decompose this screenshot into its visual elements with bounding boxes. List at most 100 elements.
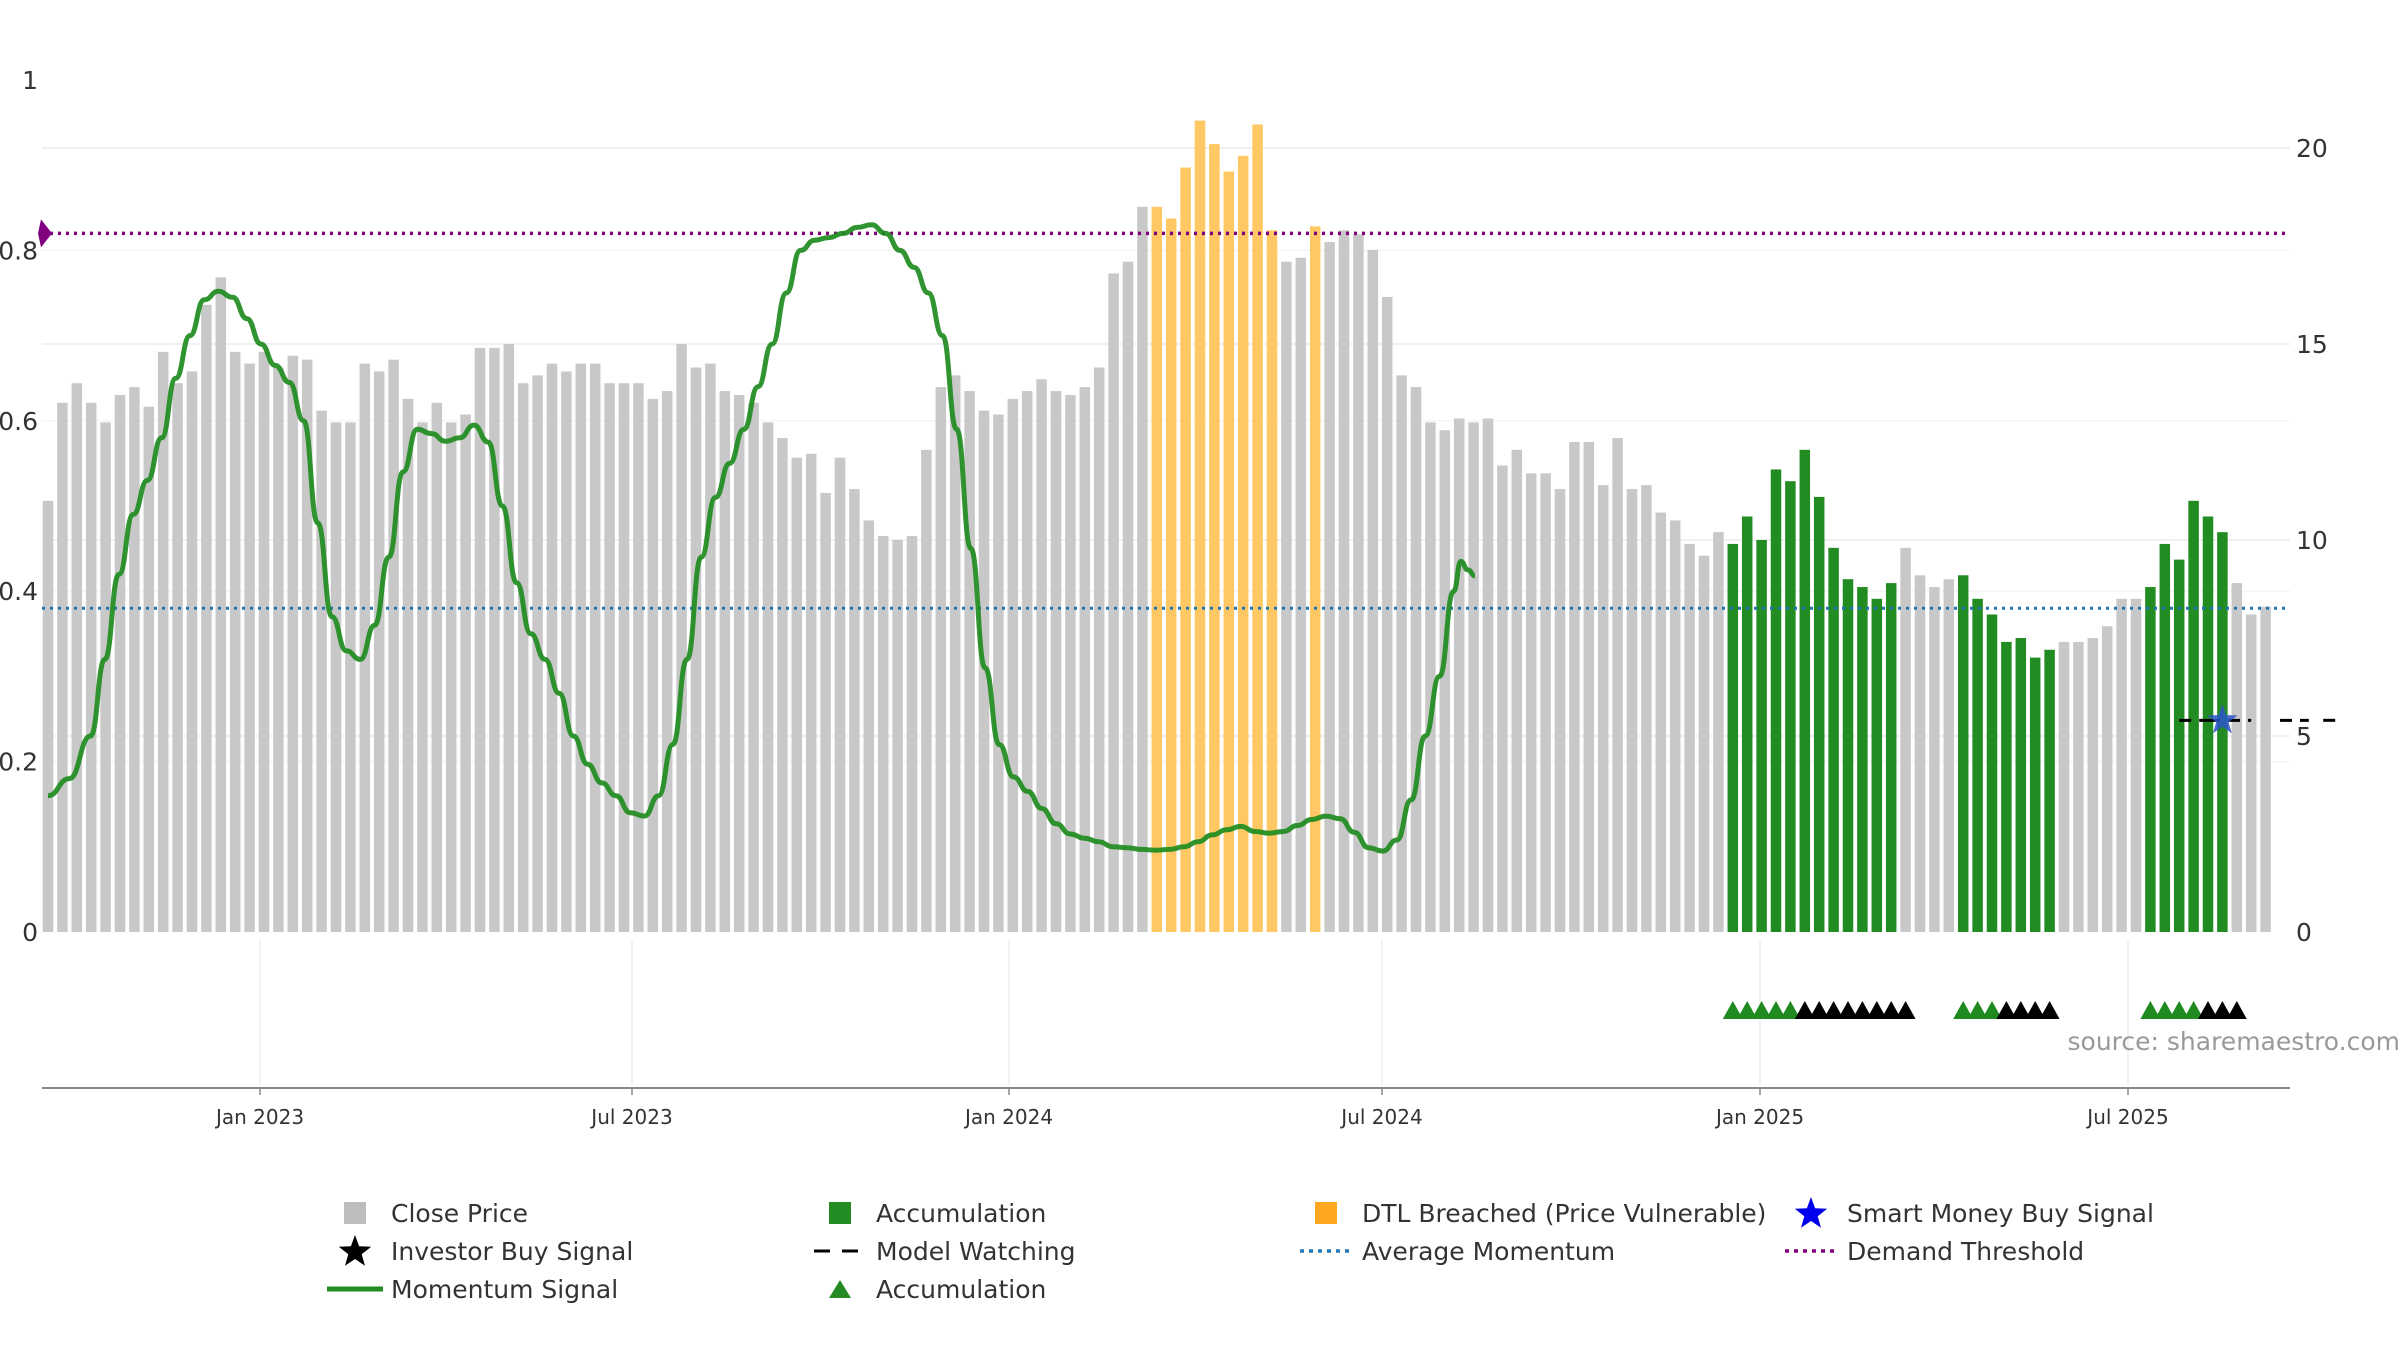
bar-close-price <box>547 364 558 932</box>
bar-close-price <box>1368 250 1379 932</box>
bar-close-price <box>1900 548 1911 932</box>
bar-close-price <box>1396 375 1407 932</box>
bar-close-price <box>1382 297 1393 932</box>
bar-close-price <box>345 422 356 932</box>
bar-accumulation <box>1972 599 1983 932</box>
bar-close-price <box>1468 422 1479 932</box>
bar-close-price <box>950 375 961 932</box>
bar-close-price <box>1008 399 1019 932</box>
bar-close-price <box>1555 489 1566 932</box>
bar-close-price <box>57 403 68 932</box>
bar-close-price <box>1022 391 1032 932</box>
bar-close-price <box>561 371 572 932</box>
bar-accumulation <box>1728 544 1739 932</box>
x-tick-label: Jul 2023 <box>589 1105 672 1129</box>
legend: Close Price Accumulation DTL Breached (Pri… <box>0 1195 2400 1345</box>
x-tick-label: Jul 2024 <box>1339 1105 1422 1129</box>
bar-close-price <box>878 536 889 932</box>
bar-close-price <box>1080 387 1091 932</box>
bar-close-price <box>273 368 284 932</box>
legend-swatch-line-icon <box>325 1271 385 1307</box>
bar-close-price <box>1627 489 1638 932</box>
legend-label: Accumulation <box>876 1275 1046 1304</box>
bar-close-price <box>907 536 918 932</box>
bar-accumulation <box>2174 560 2185 932</box>
bar-accumulation <box>1843 579 1854 932</box>
bar-close-price <box>1598 485 1609 932</box>
legend-label: Average Momentum <box>1362 1237 1615 1266</box>
bar-close-price <box>216 277 227 932</box>
bar-close-price <box>489 348 500 932</box>
bar-dtl-breached <box>1152 207 1163 932</box>
right-axis-tick-label: 10 <box>2296 526 2328 555</box>
legend-swatch-star-icon <box>1781 1195 1841 1231</box>
bar-close-price <box>964 391 975 932</box>
bar-close-price <box>1137 207 1148 932</box>
bar-accumulation <box>2030 658 2041 932</box>
bar-close-price <box>763 422 774 932</box>
legend-swatch-dash-icon <box>810 1233 870 1269</box>
bar-close-price <box>129 387 140 932</box>
left-axis-tick-label: 0.4 <box>0 577 38 606</box>
legend-item: Smart Money Buy Signal <box>1781 1195 2154 1231</box>
bar-close-price <box>705 364 716 932</box>
bar-close-price <box>777 438 788 932</box>
bar-close-price <box>1684 544 1695 932</box>
bar-close-price <box>648 399 659 932</box>
legend-label: DTL Breached (Price Vulnerable) <box>1362 1199 1766 1228</box>
legend-item: DTL Breached (Price Vulnerable) <box>1296 1195 1766 1231</box>
bar-dtl-breached <box>1267 230 1278 932</box>
bar-accumulation <box>2145 587 2156 932</box>
bar-close-price <box>374 371 385 932</box>
legend-label: Close Price <box>391 1199 528 1228</box>
investor-buy-triangle <box>2040 1001 2060 1019</box>
bar-close-price <box>288 356 299 932</box>
bar-close-price <box>1051 391 1062 932</box>
bar-close-price <box>259 352 270 932</box>
bar-close-price <box>331 422 342 932</box>
legend-label: Demand Threshold <box>1847 1237 2084 1266</box>
bar-accumulation <box>1987 614 1998 932</box>
legend-item: Accumulation <box>810 1271 1046 1307</box>
investor-buy-triangle <box>2227 1001 2247 1019</box>
bar-accumulation <box>2044 650 2055 932</box>
x-tick-label: Jan 2023 <box>214 1105 304 1129</box>
bar-close-price <box>1123 262 1134 932</box>
bar-close-price <box>1929 587 1940 932</box>
bar-accumulation <box>1756 540 1767 932</box>
bar-close-price <box>1944 579 1955 932</box>
bar-close-price <box>1540 473 1551 932</box>
bar-close-price <box>2260 607 2271 932</box>
bar-close-price <box>2059 642 2070 932</box>
legend-item: Investor Buy Signal <box>325 1233 633 1269</box>
bar-close-price <box>576 364 587 932</box>
bar-close-price <box>388 360 399 932</box>
legend-label: Model Watching <box>876 1237 1076 1266</box>
bar-close-price <box>2232 583 2243 932</box>
bar-close-price <box>864 520 875 932</box>
legend-label: Investor Buy Signal <box>391 1237 633 1266</box>
bar-close-price <box>849 489 860 932</box>
legend-swatch-star-icon <box>325 1233 385 1269</box>
bar-close-price <box>1569 442 1580 932</box>
bar-close-price <box>1454 418 1465 932</box>
bar-close-price <box>1425 422 1436 932</box>
bar-dtl-breached <box>1252 124 1263 932</box>
bar-accumulation <box>2203 516 2214 932</box>
bar-close-price <box>748 403 759 932</box>
bar-accumulation <box>1828 548 1839 932</box>
bar-accumulation <box>2160 544 2171 932</box>
bar-close-price <box>1915 575 1926 932</box>
bar-dtl-breached <box>1238 156 1249 932</box>
legend-item: Model Watching <box>810 1233 1076 1269</box>
bar-dtl-breached <box>1310 226 1321 932</box>
bar-close-price <box>820 493 831 932</box>
bar-close-price <box>633 383 644 932</box>
left-axis-tick-label: 0 <box>22 918 38 947</box>
bar-close-price <box>1483 418 1494 932</box>
bar-accumulation <box>2016 638 2027 932</box>
legend-swatch-square-icon <box>325 1195 385 1231</box>
bar-close-price <box>230 352 241 932</box>
